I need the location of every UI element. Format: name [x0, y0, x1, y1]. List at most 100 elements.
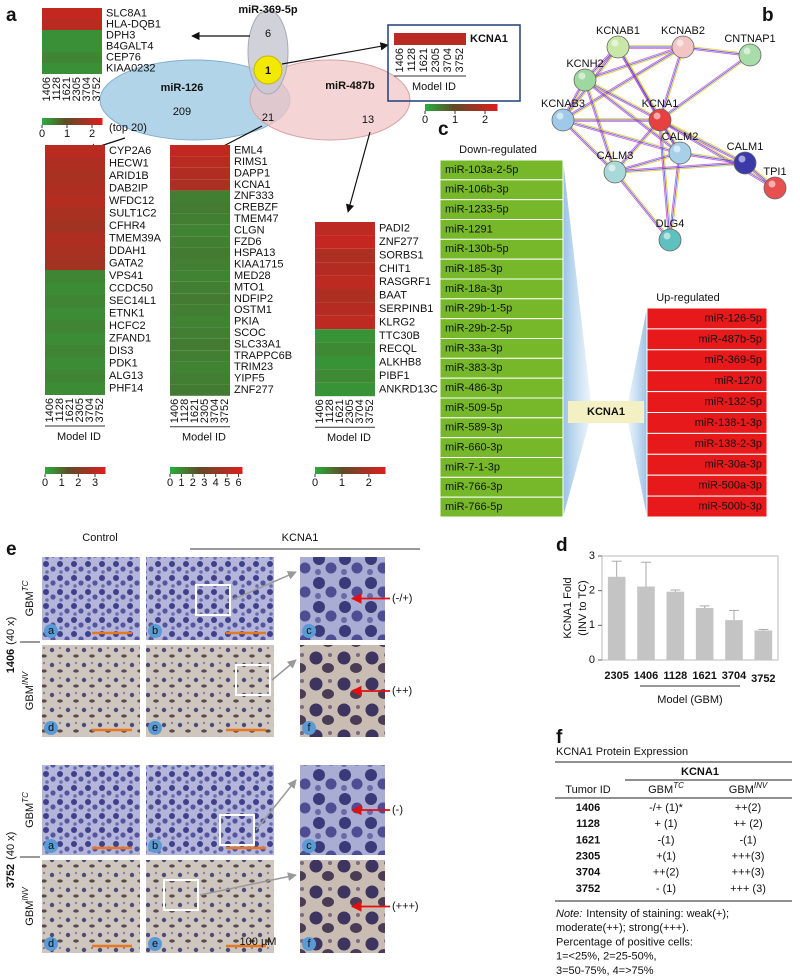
heatmap-cell — [325, 289, 335, 303]
heatmap-cell — [355, 369, 365, 383]
model-id: 1406 — [394, 48, 406, 72]
table-cell: 3752 — [576, 883, 600, 895]
scale-swatch — [99, 118, 103, 125]
list-item: miR-103a-2-5p — [445, 164, 518, 176]
heatmap-cell — [335, 356, 345, 370]
scale-swatch — [485, 104, 489, 111]
scale-swatch — [179, 467, 183, 474]
heatmap-cell — [85, 345, 95, 358]
node-label: TPI1 — [763, 166, 786, 178]
list-item: miR-18a-3p — [445, 283, 502, 295]
heatmap-cell — [200, 202, 210, 214]
heatmap-cell — [82, 30, 92, 41]
heatmap-cell — [45, 382, 55, 395]
model-id: 2305 — [199, 399, 211, 423]
scale-swatch — [326, 467, 331, 474]
scale-swatch — [209, 467, 213, 474]
heatmap-cell — [365, 248, 375, 263]
heatmap-cell — [75, 170, 85, 183]
scale-swatch — [373, 467, 377, 474]
heatmap-cell — [220, 190, 230, 202]
gene-label: B4GALT4 — [106, 40, 154, 52]
heatmap-cell — [52, 63, 62, 74]
condition-label: GBMTC — [21, 580, 36, 616]
heatmap-cell — [325, 382, 335, 397]
heatmap-cell — [190, 247, 200, 259]
condition-label: GBMINV — [21, 671, 36, 710]
scale-swatch — [64, 118, 68, 125]
scale-swatch — [97, 467, 101, 474]
venn-count: 1 — [265, 65, 271, 77]
scale-note: 100 µM — [240, 936, 277, 948]
heatmap-cell — [95, 332, 105, 345]
heatmap-cell — [345, 329, 355, 343]
heatmap-cell — [190, 202, 200, 214]
heatmap-cell — [65, 270, 75, 283]
y-axis-label: (INV to TC) — [577, 580, 589, 635]
scale-swatch — [470, 104, 474, 111]
network-edge — [562, 119, 681, 154]
heatmap-cell — [220, 145, 230, 157]
heatmap-cell — [65, 307, 75, 320]
node-label: KCNAB3 — [541, 98, 585, 110]
network-edge — [658, 46, 683, 120]
x-tick-label: 1406 — [634, 670, 658, 682]
scale-swatch — [57, 118, 60, 125]
heatmap-cell — [355, 262, 365, 276]
heatmap-cell — [65, 370, 75, 383]
heatmap-cell — [345, 356, 355, 370]
heatmap-cell — [65, 195, 75, 208]
x-tick-label: 1621 — [692, 670, 716, 682]
gene-label: ARID1B — [109, 170, 149, 182]
model-id: 1621 — [64, 398, 76, 422]
heatmap-cell — [85, 282, 95, 295]
scale-swatch — [57, 467, 61, 474]
note-text: moderate(++); strong(+++). — [556, 922, 689, 934]
list-title: Up-regulated — [656, 292, 720, 304]
heatmap-cell — [200, 247, 210, 259]
heatmap-cell — [200, 190, 210, 202]
heatmap-cell — [55, 382, 65, 395]
heatmap-cell — [170, 304, 180, 316]
scale-swatch — [376, 467, 380, 474]
model-id: 1621 — [61, 77, 73, 101]
gene-label: ALKHB8 — [379, 357, 421, 369]
heatmap-cell — [85, 182, 95, 195]
text-base: GBM — [24, 685, 36, 710]
scale-swatch — [379, 467, 383, 474]
list-item: miR-33a-3p — [445, 342, 502, 354]
arrow — [345, 131, 371, 213]
panel-label: c — [438, 119, 449, 140]
network-node — [551, 108, 575, 132]
heatmap-cell — [335, 369, 345, 383]
scale-swatch — [434, 104, 438, 111]
model-id: 1128 — [54, 398, 66, 422]
heatmap-cell — [65, 245, 75, 258]
subpanel-letter: b — [152, 625, 158, 637]
gene-label: CYP2A6 — [109, 145, 151, 157]
heatmap-cell — [210, 270, 220, 282]
heatmap-cell — [180, 247, 190, 259]
scale-swatch — [92, 467, 96, 474]
scale-swatch — [315, 467, 319, 474]
heatmap-cell — [345, 222, 355, 236]
heatmap-cell — [210, 304, 220, 316]
heatmap-cell — [220, 156, 230, 168]
heatmap-cell — [85, 307, 95, 320]
subpanel-badge — [148, 624, 162, 638]
heatmap-cell — [365, 382, 375, 397]
heatmap-cell — [190, 156, 200, 168]
scale-swatch — [95, 467, 98, 474]
heatmap-cell — [180, 350, 190, 362]
heatmap-cell — [52, 52, 62, 63]
node-shine — [578, 72, 586, 80]
heatmap-cell — [210, 384, 220, 396]
scale-swatch — [352, 467, 357, 474]
heatmap-cell — [55, 195, 65, 208]
node-shine — [673, 145, 681, 153]
scale-swatch — [70, 467, 73, 474]
heatmap-cell — [85, 220, 95, 233]
staining-score: (-/+) — [392, 592, 412, 604]
gene-label: CFHR4 — [109, 220, 146, 232]
